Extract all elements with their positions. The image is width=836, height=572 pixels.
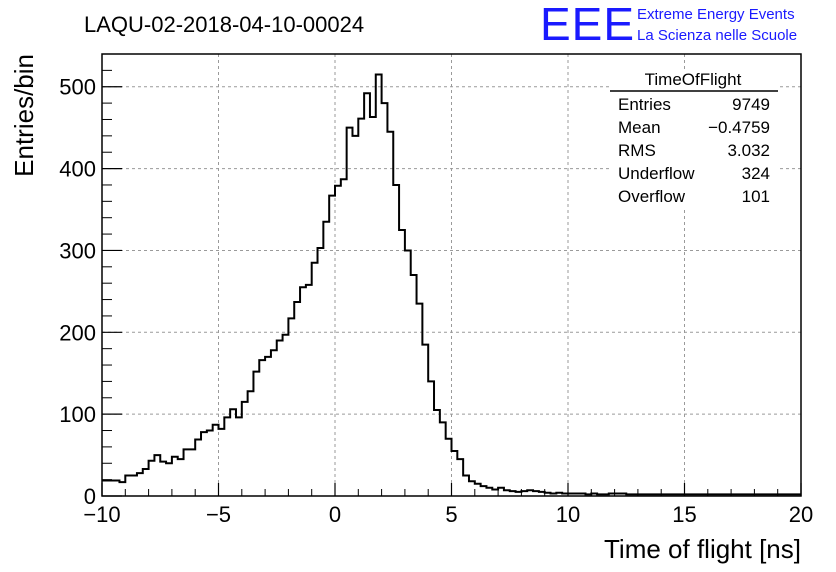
x-tick-label: 20: [789, 502, 813, 527]
stats-row-value: 324: [742, 164, 770, 183]
y-axis: 0 100 200 300 400 500: [59, 53, 122, 509]
stats-row-label: Overflow: [618, 187, 686, 206]
x-tick-label: 0: [329, 502, 341, 527]
histogram-line: [102, 73, 801, 496]
y-tick-label: 200: [59, 320, 96, 345]
y-tick-label: 0: [84, 484, 96, 509]
x-axis-title: Time of flight [ns]: [604, 534, 801, 564]
y-axis-title: Entries/bin: [9, 54, 39, 177]
stats-row-value: 3.032: [727, 141, 770, 160]
logo-line-2: La Scienza nelle Scuole: [637, 27, 797, 44]
logo-line-1: Extreme Energy Events: [637, 6, 795, 23]
stats-row-value: 9749: [732, 95, 770, 114]
x-tick-label: −10: [83, 502, 120, 527]
x-tick-label: 5: [445, 502, 457, 527]
chart-title: LAQU-02-2018-04-10-00024: [84, 12, 364, 37]
stats-rows: Entries 9749 Mean −0.4759 RMS 3.032 Underflow 3…: [618, 95, 770, 206]
y-tick-label: 400: [59, 157, 96, 182]
eee-logo: EEE Extreme Energy Events La Scienza nel…: [540, 0, 797, 50]
stats-row-label: Underflow: [618, 164, 695, 183]
y-tick-label: 300: [59, 238, 96, 263]
stats-row-label: Entries: [618, 95, 671, 114]
logo-letters: EEE: [540, 0, 635, 50]
stats-row-value: −0.4759: [708, 118, 770, 137]
y-tick-label: 500: [59, 75, 96, 100]
y-tick-label: 100: [59, 402, 96, 427]
stats-row-value: 101: [742, 187, 770, 206]
stats-box: TimeOfFlight Entries 9749 Mean −0.4759 RMS 3.…: [610, 70, 778, 210]
stats-title: TimeOfFlight: [645, 70, 742, 89]
x-tick-label: −5: [206, 502, 231, 527]
stats-box-background: [610, 70, 778, 210]
stats-row-label: Mean: [618, 118, 661, 137]
x-axis: −10 −5 0 5 10 15 20: [83, 483, 813, 527]
x-tick-label: 15: [672, 502, 696, 527]
x-tick-label: 10: [556, 502, 580, 527]
stats-row-label: RMS: [618, 141, 656, 160]
